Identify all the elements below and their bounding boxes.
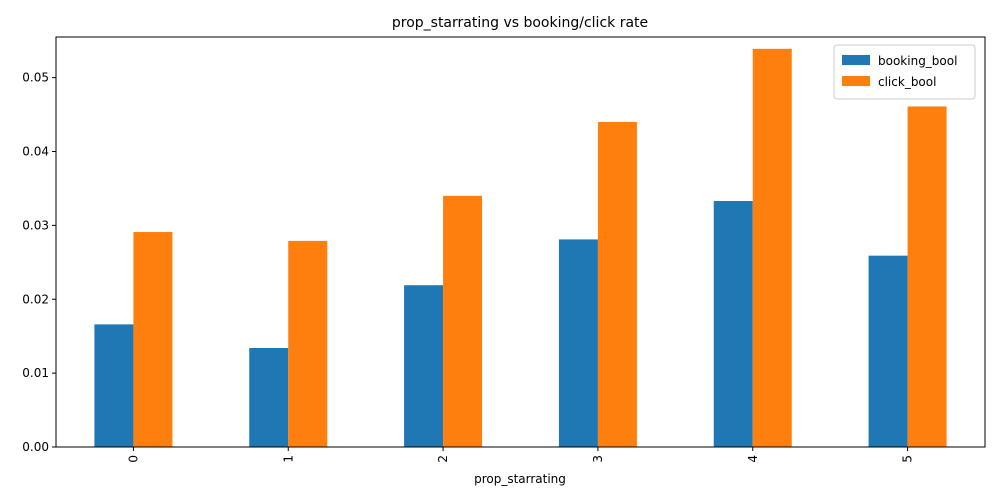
x-tick-label: 2 (436, 455, 450, 463)
bar-click_bool-3 (597, 121, 637, 447)
bar-click_bool-4 (752, 48, 792, 447)
plot-area: 0.00 0.01 0.02 0.03 0.04 0.05 0 1 2 3 4 5 (22, 36, 986, 463)
bar-click_bool-2 (443, 195, 483, 447)
legend-swatch-click_bool (842, 76, 870, 86)
chart-title: prop_starrating vs booking/click rate (392, 15, 648, 31)
y-tick-label: 0.05 (22, 71, 49, 85)
x-tick-label: 3 (591, 455, 605, 463)
legend-label-booking_bool: booking_bool (878, 54, 957, 68)
bar-click_bool-0 (133, 232, 173, 447)
x-axis-label: prop_starrating (474, 472, 566, 486)
bar-booking_bool-2 (404, 285, 444, 447)
bar-booking_bool-0 (94, 324, 134, 447)
bar-click_bool-5 (907, 106, 947, 448)
bar-click_bool-1 (288, 240, 328, 447)
y-tick-label: 0.04 (22, 145, 49, 159)
x-tick-label: 4 (746, 455, 760, 463)
axes-frame (55, 36, 986, 448)
legend-label-click_bool: click_bool (878, 75, 936, 89)
x-tick-label: 0 (126, 455, 140, 463)
y-tick-label: 0.03 (22, 218, 49, 232)
bar-booking_bool-3 (558, 239, 598, 447)
legend: booking_bool click_bool (833, 44, 976, 100)
y-tick-label: 0.02 (22, 292, 49, 306)
x-tick-label: 1 (281, 455, 295, 463)
bar-booking_bool-1 (249, 348, 289, 447)
y-tick-label: 0.01 (22, 366, 49, 380)
bar-booking_bool-5 (868, 255, 908, 447)
y-tick-label: 0.00 (22, 440, 49, 454)
legend-swatch-booking_bool (842, 55, 870, 65)
x-tick-label: 5 (901, 455, 915, 463)
bar-booking_bool-4 (713, 201, 753, 447)
